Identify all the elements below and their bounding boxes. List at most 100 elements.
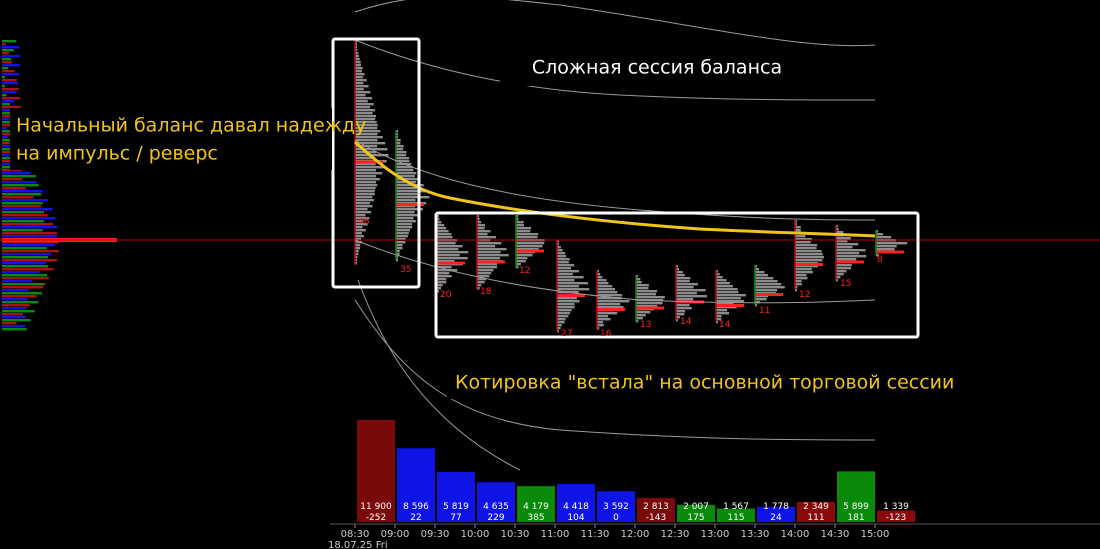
profile-bar bbox=[355, 130, 381, 133]
profile-bar bbox=[355, 235, 364, 238]
profile-bar bbox=[516, 236, 538, 239]
profile-bar bbox=[2, 121, 17, 124]
volume-bar bbox=[797, 501, 835, 522]
profile-bar bbox=[2, 319, 31, 322]
profile-bar bbox=[2, 64, 20, 67]
profile-bar bbox=[355, 121, 377, 124]
profile-bar bbox=[477, 215, 479, 218]
profile-bar bbox=[477, 224, 485, 227]
profile-bar bbox=[437, 251, 469, 254]
profile-bar bbox=[716, 297, 741, 300]
profile-bar bbox=[396, 244, 403, 247]
profile-bar bbox=[355, 40, 357, 43]
profile-bar bbox=[355, 67, 363, 70]
title-bg bbox=[500, 48, 825, 86]
profile-bar bbox=[2, 289, 29, 292]
profile-bar bbox=[2, 256, 49, 259]
profile-poc bbox=[516, 249, 544, 253]
profile-bar bbox=[716, 318, 722, 321]
profile-bar bbox=[636, 284, 649, 287]
profile-bar bbox=[2, 304, 30, 307]
profile-bar bbox=[396, 187, 417, 190]
x-tick-label: 11:00 bbox=[541, 529, 570, 540]
volume-bar bbox=[557, 484, 595, 522]
profile-bar bbox=[676, 316, 680, 319]
profile-bar bbox=[396, 211, 415, 214]
profile-bar bbox=[597, 291, 618, 294]
profile-bar bbox=[795, 274, 807, 277]
profile-bar bbox=[355, 250, 359, 253]
profile-bar bbox=[477, 251, 501, 254]
profile-bar bbox=[355, 259, 357, 262]
profile-bar bbox=[876, 254, 879, 257]
profile-poc bbox=[396, 203, 424, 206]
profile-bar bbox=[836, 243, 859, 246]
profile-bar bbox=[597, 327, 600, 330]
profile-bar bbox=[676, 265, 678, 268]
profile-poc bbox=[477, 260, 505, 264]
profile-bar bbox=[795, 247, 817, 250]
profile-bar bbox=[836, 255, 867, 258]
volume-label: 4 635 bbox=[483, 502, 509, 512]
profile-bar bbox=[795, 250, 822, 253]
profile-bar bbox=[716, 312, 730, 315]
profile-bar bbox=[355, 79, 367, 82]
profile-bar bbox=[2, 61, 12, 64]
profile-bar bbox=[2, 217, 56, 220]
profile-bar bbox=[795, 283, 802, 286]
profile-bar bbox=[755, 268, 760, 271]
profile-bar bbox=[795, 268, 812, 271]
profile-label: 13 bbox=[640, 320, 651, 330]
profile-bar bbox=[636, 278, 641, 281]
volume-label: 1 567 bbox=[723, 502, 749, 512]
delta-label: 111 bbox=[807, 513, 824, 523]
bands bbox=[354, 0, 876, 471]
profile-bar bbox=[396, 154, 407, 157]
profile-bar bbox=[355, 112, 373, 115]
profile-bar bbox=[516, 248, 539, 251]
profile-bar bbox=[557, 303, 575, 306]
profile-bar bbox=[2, 169, 22, 172]
profile-bar bbox=[2, 274, 48, 277]
profile-bar bbox=[396, 160, 410, 163]
title: Сложная сессия баланса bbox=[532, 57, 782, 79]
profile-bar bbox=[2, 172, 31, 175]
profile-bar bbox=[355, 133, 378, 136]
profile-bar bbox=[2, 280, 33, 283]
profile-bar bbox=[2, 103, 11, 106]
profile-bar bbox=[676, 280, 690, 283]
profile-bar bbox=[477, 275, 490, 278]
profile-bar bbox=[836, 276, 841, 279]
profile-bar bbox=[355, 142, 386, 145]
profile-bar bbox=[2, 88, 19, 91]
profile-bar bbox=[2, 46, 20, 49]
annotation: Начальный баланс давал надежду bbox=[16, 115, 366, 137]
profile-bar bbox=[355, 193, 375, 196]
profile-bar bbox=[2, 295, 37, 298]
profile-bar bbox=[355, 163, 376, 166]
profile-bar bbox=[597, 300, 630, 303]
profile-bar bbox=[355, 124, 378, 127]
profile-bar bbox=[396, 259, 398, 262]
profile-bar bbox=[355, 109, 375, 112]
profile-bar bbox=[2, 145, 13, 148]
profile-bar bbox=[716, 276, 723, 279]
profile-bar bbox=[716, 321, 718, 324]
profile-bar bbox=[716, 300, 745, 303]
profile-bar bbox=[2, 253, 52, 256]
profile-bar bbox=[557, 246, 561, 249]
profile-bar bbox=[355, 94, 366, 97]
profile-bar bbox=[2, 112, 14, 115]
profile-bar bbox=[795, 277, 808, 280]
profile-bar bbox=[477, 272, 492, 275]
profile-bar bbox=[557, 330, 559, 333]
profile-bar bbox=[355, 52, 359, 55]
volume-bar bbox=[597, 491, 635, 522]
profile-bar bbox=[437, 224, 445, 227]
profile-bar bbox=[795, 241, 811, 244]
profile-bar bbox=[355, 82, 364, 85]
profile-bar bbox=[516, 242, 545, 245]
profile-bar bbox=[795, 280, 802, 283]
profile-bar bbox=[836, 240, 848, 243]
delta-label: -252 bbox=[366, 513, 386, 523]
